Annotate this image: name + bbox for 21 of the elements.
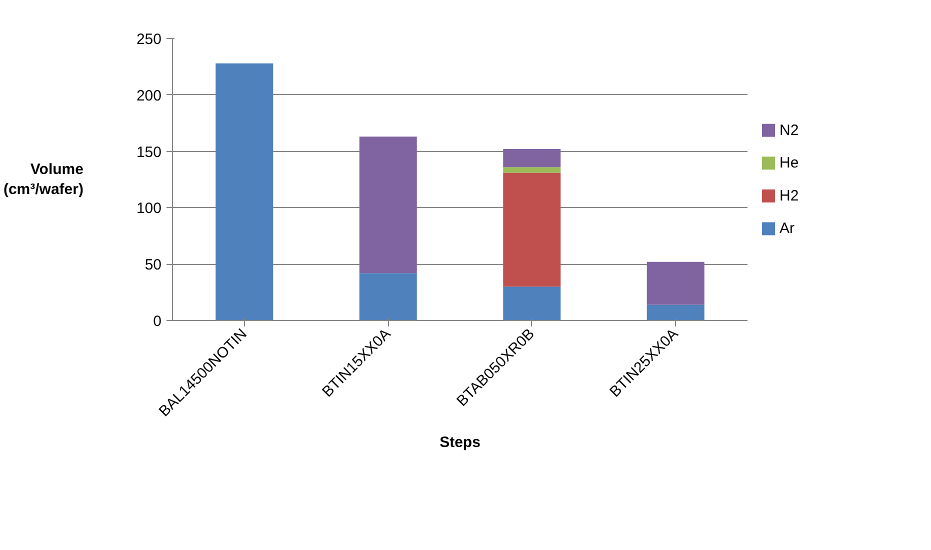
legend-label: Ar	[780, 220, 795, 238]
y-tick-label: 50	[144, 256, 162, 274]
bar	[503, 167, 561, 173]
y-axis-title: Volume (cm³/wafer)	[3, 160, 84, 198]
y-tick-label: 200	[136, 87, 162, 104]
bar	[646, 262, 704, 305]
bar	[646, 304, 704, 320]
y-tick-label: 250	[136, 31, 162, 48]
bar	[503, 172, 561, 287]
y-tick-label: 0	[153, 313, 162, 330]
legend-label: He	[780, 154, 799, 172]
x-axis-title: Steps	[440, 434, 480, 452]
bar	[503, 286, 561, 320]
y-tick-label: 150	[136, 144, 162, 161]
y-tick-label: 100	[136, 200, 162, 218]
bar	[503, 149, 561, 168]
bar	[216, 63, 274, 320]
legend-label: N2	[780, 122, 799, 139]
legend-label: H2	[780, 187, 799, 204]
bar	[359, 136, 417, 274]
bar	[359, 273, 417, 320]
